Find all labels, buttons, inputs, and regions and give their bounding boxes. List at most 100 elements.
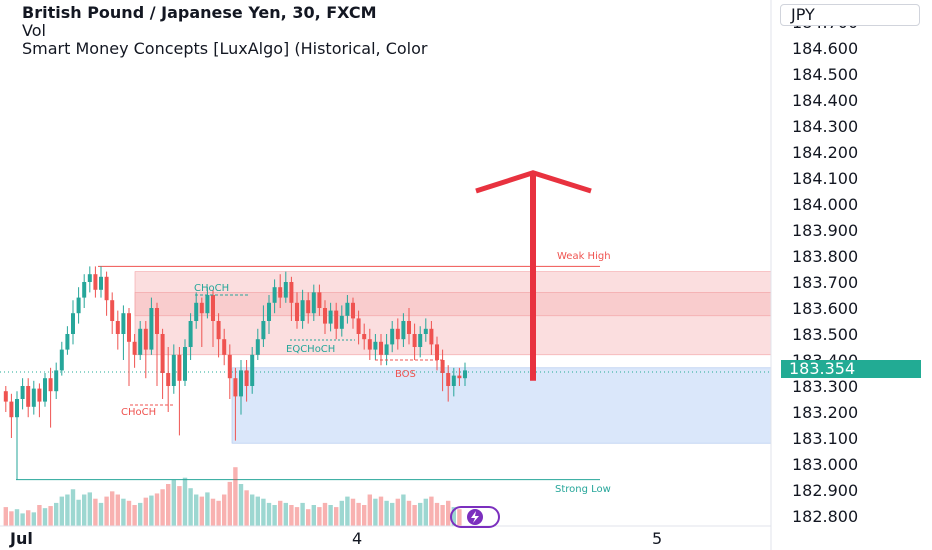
price-tick-label: 183.300 [792,377,858,396]
smc-indicator-label[interactable]: Smart Money Concepts [LuxAlgo] (Historic… [22,39,428,58]
candle-body [463,370,467,379]
candle-body [26,386,31,407]
volume-bar [98,502,104,526]
volume-bar [317,507,322,526]
volume-bar [412,505,417,526]
candle-body [390,328,395,345]
price-tick-label: 183.200 [792,403,858,422]
candle-body [407,321,411,334]
symbol-title[interactable]: British Pound / Japanese Yen, 30, FXCM [22,3,377,22]
volume-bar [9,511,14,526]
price-tick-label: 183.900 [792,221,858,240]
volume-bar [334,507,339,526]
volume-bar [171,479,176,526]
eqchoch-label: EQCHoCH [286,344,335,355]
candle-body [255,339,260,355]
volume-bar [300,502,305,526]
price-tick-label: 183.500 [792,325,858,344]
volume-bar [272,505,277,526]
candle-body [93,274,98,290]
volume-bar [216,500,221,526]
currency-selector[interactable]: JPY [780,4,920,26]
candle-body [429,328,434,345]
candle-body [87,274,92,282]
volume-bar [278,500,283,526]
annotations-layer: Weak High Strong Low CHoCH CHoCH EQCHoCH BOS [121,251,611,495]
volume-bar [266,502,272,526]
volume-bar [401,494,406,526]
choch-label: CHoCH [194,283,229,294]
volume-bar [406,500,412,526]
price-tick-label: 183.100 [792,429,858,448]
volume-bar [440,505,445,526]
volume-bar [255,496,260,526]
candle-body [244,370,249,386]
volume-bar [367,494,372,526]
candle-body [138,328,143,355]
volume-bar [418,502,423,526]
candle-body [59,349,64,371]
price-tick-label: 184.200 [792,143,858,162]
volume-bar [42,508,48,526]
candle-body [395,328,400,340]
candle-body [205,295,210,314]
candle-body [379,341,383,355]
volume-bar [233,467,238,526]
volume-bar [222,494,227,526]
volume-bar [177,486,182,526]
volume-bar [160,489,165,526]
volume-bar [121,498,126,526]
price-tick-label: 184.000 [792,195,858,214]
volume-bar [76,499,81,526]
volume-bar [82,494,87,526]
candle-body [115,321,120,334]
candles-layer [3,266,467,480]
time-tick-label: 5 [652,529,662,548]
volume-indicator-label[interactable]: Vol [22,21,46,40]
choch-label-lower: CHoCH [121,407,156,418]
price-tick-label: 184.100 [792,169,858,188]
candle-body [65,334,70,350]
candle-body [446,373,451,386]
time-tick-label: 4 [352,529,362,548]
volume-bar [199,496,204,526]
time-tick-label: Jul [9,529,33,548]
volume-bar [328,505,333,526]
candle-body [9,401,14,418]
volume-bar [362,505,367,526]
demand-zone [231,367,772,444]
price-axis: 184.700184.600184.500184.400184.300184.2… [792,13,858,526]
candle-body [261,321,266,340]
volume-bar [446,500,451,526]
candle-body [283,282,288,298]
up-arrow-head [475,170,592,194]
volume-bar [238,484,244,526]
volume-bar [143,497,148,526]
volume-bar [395,498,400,526]
candle-body [37,388,42,402]
candle-body [267,302,271,321]
volume-bar [132,505,137,526]
volume-bar [87,492,92,526]
candle-body [351,302,355,319]
candle-body [239,370,243,397]
volume-bar [283,502,288,526]
volume-bar [37,505,42,526]
candle-body [362,334,367,340]
candle-body [435,344,439,360]
volume-bar [194,494,199,526]
volume-bar [261,498,266,526]
volume-bar [390,502,395,526]
volume-bar [182,477,188,526]
candle-body [412,334,417,347]
volume-bar [350,498,356,526]
candle-body [110,300,115,321]
candle-body [423,328,428,334]
lightning-icon[interactable] [450,506,500,528]
candle-body [183,347,187,381]
volume-bar [227,481,232,526]
volume-bar [14,509,20,526]
volume-bar [115,494,120,526]
